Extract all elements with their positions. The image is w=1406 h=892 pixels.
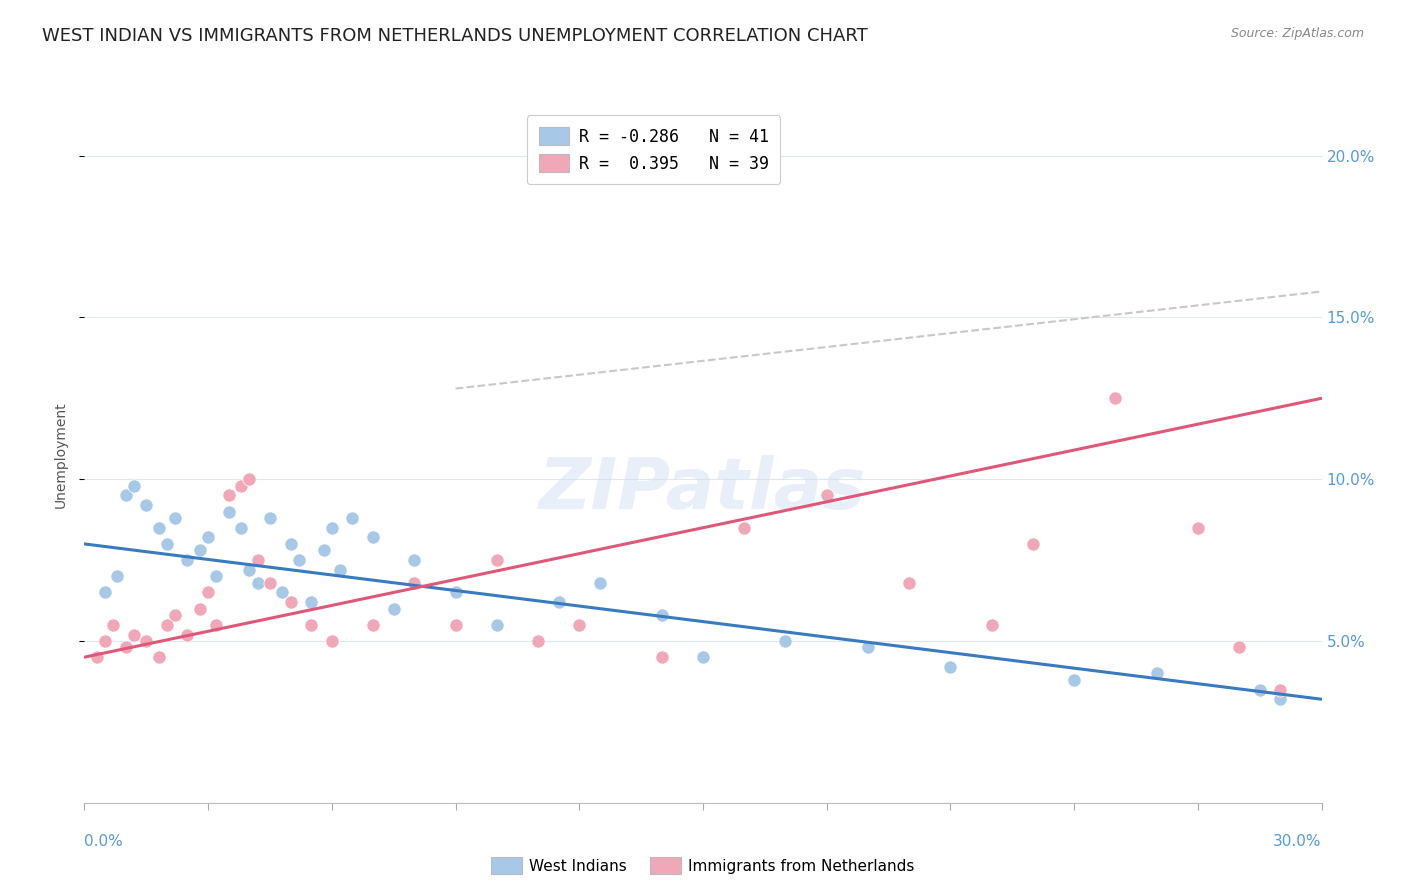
Point bbox=[103, 617, 125, 632]
Text: WEST INDIAN VS IMMIGRANTS FROM NETHERLANDS UNEMPLOYMENT CORRELATION CHART: WEST INDIAN VS IMMIGRANTS FROM NETHERLAN… bbox=[42, 27, 868, 45]
Point bbox=[382, 601, 405, 615]
Point bbox=[148, 521, 170, 535]
Point bbox=[312, 543, 335, 558]
Point bbox=[329, 563, 352, 577]
Point bbox=[651, 650, 673, 665]
Point bbox=[188, 601, 211, 615]
Point bbox=[205, 569, 228, 583]
Point bbox=[205, 617, 228, 632]
Legend: West Indians, Immigrants from Netherlands: West Indians, Immigrants from Netherland… bbox=[485, 851, 921, 880]
Point bbox=[122, 627, 145, 641]
Point bbox=[229, 521, 252, 535]
Point bbox=[94, 585, 117, 599]
Point bbox=[176, 553, 198, 567]
Point bbox=[651, 608, 673, 623]
Point bbox=[361, 617, 384, 632]
Point bbox=[299, 617, 322, 632]
Point bbox=[148, 650, 170, 665]
Point bbox=[188, 543, 211, 558]
Point bbox=[218, 488, 240, 502]
Point bbox=[1146, 666, 1168, 681]
Point bbox=[122, 478, 145, 492]
Point bbox=[197, 585, 219, 599]
Point bbox=[259, 575, 281, 590]
Point bbox=[197, 531, 219, 545]
Point bbox=[246, 553, 269, 567]
Point bbox=[1227, 640, 1250, 655]
Point bbox=[86, 650, 108, 665]
Legend: R = -0.286   N = 41, R =  0.395   N = 39: R = -0.286 N = 41, R = 0.395 N = 39 bbox=[527, 115, 780, 185]
Y-axis label: Unemployment: Unemployment bbox=[53, 401, 67, 508]
Point bbox=[299, 595, 322, 609]
Text: 30.0%: 30.0% bbox=[1274, 834, 1322, 849]
Point bbox=[280, 595, 302, 609]
Point bbox=[856, 640, 879, 655]
Point bbox=[321, 634, 343, 648]
Point bbox=[404, 575, 426, 590]
Point bbox=[114, 640, 136, 655]
Point bbox=[898, 575, 921, 590]
Point bbox=[1270, 682, 1292, 697]
Point bbox=[589, 575, 612, 590]
Point bbox=[980, 617, 1002, 632]
Point bbox=[485, 553, 508, 567]
Point bbox=[135, 634, 157, 648]
Point bbox=[156, 617, 179, 632]
Point bbox=[1104, 392, 1126, 406]
Point bbox=[94, 634, 117, 648]
Point bbox=[527, 634, 550, 648]
Point bbox=[238, 472, 260, 486]
Point bbox=[229, 478, 252, 492]
Point bbox=[1063, 673, 1085, 687]
Point bbox=[342, 511, 364, 525]
Point bbox=[246, 575, 269, 590]
Point bbox=[105, 569, 128, 583]
Text: 0.0%: 0.0% bbox=[84, 834, 124, 849]
Point bbox=[1270, 692, 1292, 706]
Point bbox=[815, 488, 838, 502]
Point bbox=[280, 537, 302, 551]
Point bbox=[259, 511, 281, 525]
Point bbox=[218, 504, 240, 518]
Point bbox=[939, 660, 962, 674]
Point bbox=[733, 521, 755, 535]
Point bbox=[135, 498, 157, 512]
Point bbox=[156, 537, 179, 551]
Point bbox=[485, 617, 508, 632]
Point bbox=[165, 511, 187, 525]
Point bbox=[444, 617, 467, 632]
Point bbox=[114, 488, 136, 502]
Text: Source: ZipAtlas.com: Source: ZipAtlas.com bbox=[1230, 27, 1364, 40]
Point bbox=[547, 595, 569, 609]
Point bbox=[1022, 537, 1045, 551]
Point bbox=[444, 585, 467, 599]
Text: ZIPatlas: ZIPatlas bbox=[540, 455, 866, 524]
Point bbox=[692, 650, 714, 665]
Point bbox=[568, 617, 591, 632]
Point bbox=[238, 563, 260, 577]
Point bbox=[1187, 521, 1209, 535]
Point bbox=[271, 585, 294, 599]
Point bbox=[176, 627, 198, 641]
Point bbox=[775, 634, 797, 648]
Point bbox=[1249, 682, 1271, 697]
Point bbox=[361, 531, 384, 545]
Point bbox=[321, 521, 343, 535]
Point bbox=[288, 553, 311, 567]
Point bbox=[165, 608, 187, 623]
Point bbox=[404, 553, 426, 567]
